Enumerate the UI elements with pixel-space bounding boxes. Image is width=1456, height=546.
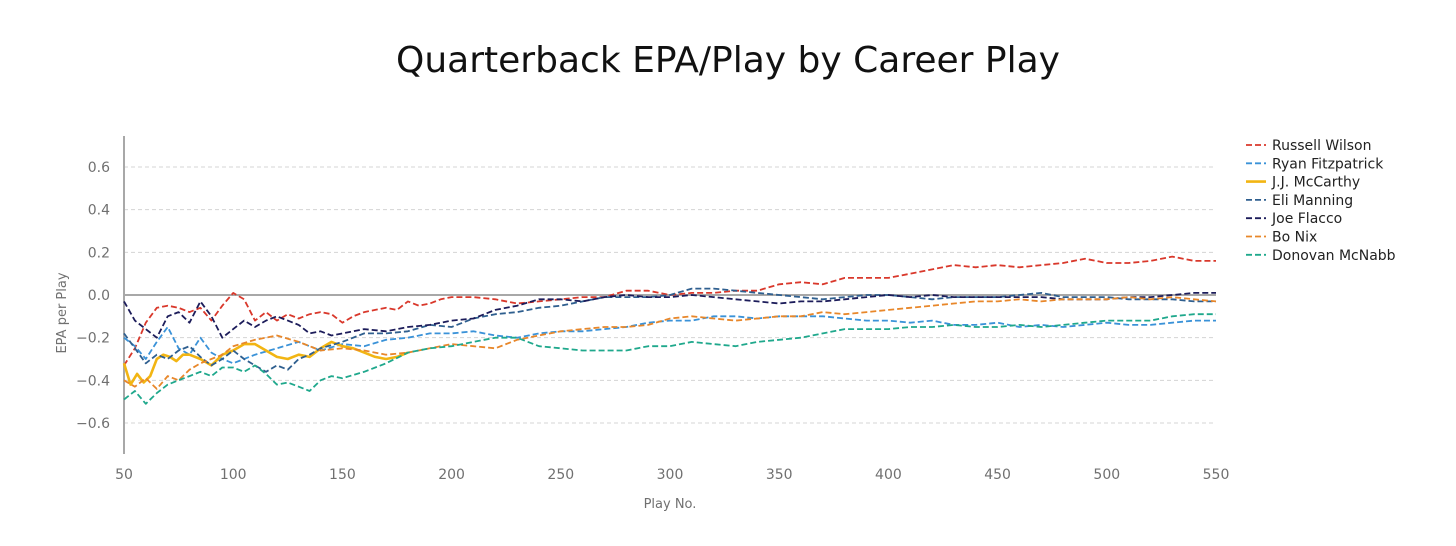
x-tick-labels: 50 100 150 200 250 300 350 400 450 500 550 bbox=[115, 467, 1229, 483]
series-line-russell-wilson bbox=[123, 255, 1216, 366]
y-tick-label: −0.6 bbox=[76, 416, 110, 432]
legend: Russell Wilson Ryan Fitzpatrick J.J. McCar… bbox=[1246, 138, 1396, 264]
series-line-bo-nix bbox=[123, 296, 1217, 390]
x-tick-label: 50 bbox=[115, 467, 133, 483]
series-line-joe-flacco bbox=[123, 292, 1216, 339]
x-tick-label: 100 bbox=[220, 467, 247, 483]
series-line-j-j-mccarthy bbox=[122, 340, 409, 386]
x-tick-label: 250 bbox=[547, 467, 574, 483]
y-tick-label: 0.0 bbox=[88, 288, 110, 304]
legend-label: Eli Manning bbox=[1272, 193, 1353, 209]
x-tick-label: 350 bbox=[766, 467, 793, 483]
series-lines bbox=[122, 255, 1217, 405]
legend-label: Joe Flacco bbox=[1271, 211, 1342, 227]
y-tick-label: 0.4 bbox=[88, 203, 110, 219]
x-axis-title: Play No. bbox=[644, 497, 697, 512]
legend-label: Donovan McNabb bbox=[1272, 248, 1396, 264]
x-tick-label: 300 bbox=[657, 467, 684, 483]
y-tick-label: 0.6 bbox=[88, 160, 110, 176]
legend-label: Ryan Fitzpatrick bbox=[1272, 156, 1384, 172]
series-line-donovan-mcnabb bbox=[123, 313, 1216, 405]
x-tick-label: 150 bbox=[329, 467, 356, 483]
x-tick-label: 500 bbox=[1093, 467, 1120, 483]
y-tick-label: −0.4 bbox=[76, 373, 110, 389]
legend-label: Russell Wilson bbox=[1272, 138, 1371, 154]
y-tick-label: −0.2 bbox=[76, 331, 110, 347]
gridlines bbox=[124, 166, 1216, 424]
y-axis-title: EPA per Play bbox=[55, 272, 70, 353]
legend-label: Bo Nix bbox=[1272, 230, 1317, 246]
y-tick-label: 0.2 bbox=[88, 245, 110, 261]
x-tick-label: 550 bbox=[1203, 467, 1230, 483]
y-tick-labels: −0.6 −0.4 −0.2 0.0 0.2 0.4 0.6 bbox=[76, 160, 110, 432]
legend-label: J.J. McCarthy bbox=[1271, 175, 1360, 191]
x-tick-label: 400 bbox=[875, 467, 902, 483]
chart-title: Quarterback EPA/Play by Career Play bbox=[396, 40, 1060, 81]
x-tick-label: 450 bbox=[984, 467, 1011, 483]
x-tick-label: 200 bbox=[438, 467, 465, 483]
series-line-ryan-fitzpatrick bbox=[123, 315, 1216, 365]
